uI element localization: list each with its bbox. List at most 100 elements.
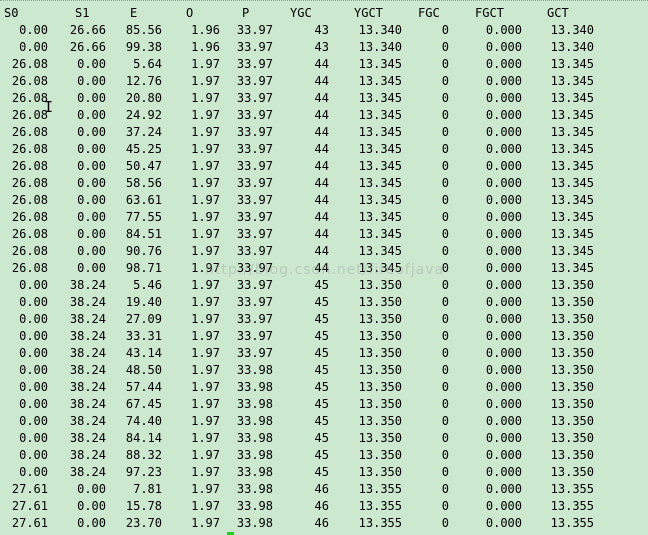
cell-gct: 13.345 [550,57,594,71]
cell-fgc: 0 [441,414,449,428]
cell-s1: 38.24 [69,380,106,394]
cell-ygc: 46 [314,516,329,530]
cell-p: 33.97 [236,346,273,360]
table-row: 0.00 38.24 33.31 1.97 33.97 45 13.350 0 0.000 13.… [0,328,648,345]
cell-p: 33.97 [236,210,273,224]
header-p: P [242,6,250,20]
cell-fgc: 0 [441,448,449,462]
cell-fgct: 0.000 [485,142,522,156]
cell-ygct: 13.355 [358,499,402,513]
cell-gct: 13.350 [550,465,594,479]
cell-p: 33.97 [236,74,273,88]
cell-o: 1.97 [191,193,220,207]
table-row: 0.00 38.24 84.14 1.97 33.98 45 13.350 0 0.000 13.… [0,430,648,447]
cell-s1: 0.00 [77,261,106,275]
cell-o: 1.97 [191,295,220,309]
cell-e: 90.76 [125,244,162,258]
cell-ygc: 43 [314,40,329,54]
cell-e: 12.76 [125,74,162,88]
cell-s1: 0.00 [77,482,106,496]
cell-ygct: 13.350 [358,414,402,428]
table-row: 26.08 0.00 90.76 1.97 33.97 44 13.345 0 0.000 13.… [0,243,648,260]
cell-fgc: 0 [441,244,449,258]
cell-fgct: 0.000 [485,482,522,496]
cell-s1: 38.24 [69,465,106,479]
cell-s0: 26.08 [11,142,48,156]
cell-s1: 0.00 [77,244,106,258]
cell-p: 33.97 [236,40,273,54]
cell-p: 33.98 [236,397,273,411]
cell-fgc: 0 [441,210,449,224]
cell-p: 33.97 [236,244,273,258]
cell-s1: 0.00 [77,516,106,530]
cell-ygct: 13.350 [358,363,402,377]
cell-e: 19.40 [125,295,162,309]
cell-e: 97.23 [125,465,162,479]
cell-s0: 0.00 [19,329,48,343]
table-row: 0.00 38.24 19.40 1.97 33.97 45 13.350 0 0.000 13.… [0,294,648,311]
cell-s0: 0.00 [19,448,48,462]
cell-s0: 0.00 [19,295,48,309]
cell-fgc: 0 [441,159,449,173]
cell-s1: 0.00 [77,91,106,105]
cell-p: 33.97 [236,227,273,241]
cell-fgc: 0 [441,40,449,54]
cell-fgc: 0 [441,176,449,190]
cell-s0: 0.00 [19,346,48,360]
cell-p: 33.98 [236,431,273,445]
cell-fgct: 0.000 [485,295,522,309]
cell-p: 33.97 [236,108,273,122]
cell-o: 1.97 [191,176,220,190]
cell-gct: 13.345 [550,261,594,275]
cell-p: 33.97 [236,329,273,343]
cell-p: 33.97 [236,193,273,207]
cell-o: 1.97 [191,397,220,411]
cell-e: 74.40 [125,414,162,428]
table-row: 0.00 38.24 57.44 1.97 33.98 45 13.350 0 0.000 13.… [0,379,648,396]
table-row: 0.00 38.24 27.09 1.97 33.97 45 13.350 0 0.000 13.… [0,311,648,328]
table-row: 26.08 0.00 24.92 1.97 33.97 44 13.345 0 0.000 13.… [0,107,648,124]
cell-o: 1.97 [191,431,220,445]
i-beam-icon: I [44,98,54,116]
cell-o: 1.97 [191,261,220,275]
cell-s0: 27.61 [11,516,48,530]
cell-ygct: 13.345 [358,227,402,241]
cell-fgct: 0.000 [485,465,522,479]
cell-fgc: 0 [441,108,449,122]
cell-p: 33.98 [236,516,273,530]
cell-fgct: 0.000 [485,57,522,71]
cell-e: 84.51 [125,227,162,241]
cell-fgct: 0.000 [485,312,522,326]
cell-fgct: 0.000 [485,125,522,139]
cell-e: 23.70 [125,516,162,530]
cell-p: 33.97 [236,261,273,275]
cell-s0: 0.00 [19,414,48,428]
cell-fgct: 0.000 [485,516,522,530]
cell-ygct: 13.345 [358,176,402,190]
cell-gct: 13.340 [550,40,594,54]
cell-gct: 13.345 [550,210,594,224]
cell-e: 63.61 [125,193,162,207]
cell-fgct: 0.000 [485,193,522,207]
cell-s1: 38.24 [69,397,106,411]
cell-ygc: 46 [314,499,329,513]
cell-e: 99.38 [125,40,162,54]
cell-p: 33.97 [236,278,273,292]
header-gct: GCT [547,6,569,20]
cell-ygc: 44 [314,210,329,224]
cell-s1: 38.24 [69,329,106,343]
table-row: 26.08 0.00 12.76 1.97 33.97 44 13.345 0 0.000 13.… [0,73,648,90]
cell-o: 1.96 [191,40,220,54]
cell-o: 1.96 [191,23,220,37]
table-row: 0.00 38.24 48.50 1.97 33.98 45 13.350 0 0.000 13.… [0,362,648,379]
cell-s1: 38.24 [69,346,106,360]
cell-s0: 0.00 [19,465,48,479]
cell-gct: 13.350 [550,363,594,377]
cell-fgct: 0.000 [485,91,522,105]
cell-fgct: 0.000 [485,397,522,411]
cell-ygct: 13.345 [358,159,402,173]
cell-o: 1.97 [191,414,220,428]
cell-gct: 13.350 [550,431,594,445]
cell-p: 33.97 [236,57,273,71]
